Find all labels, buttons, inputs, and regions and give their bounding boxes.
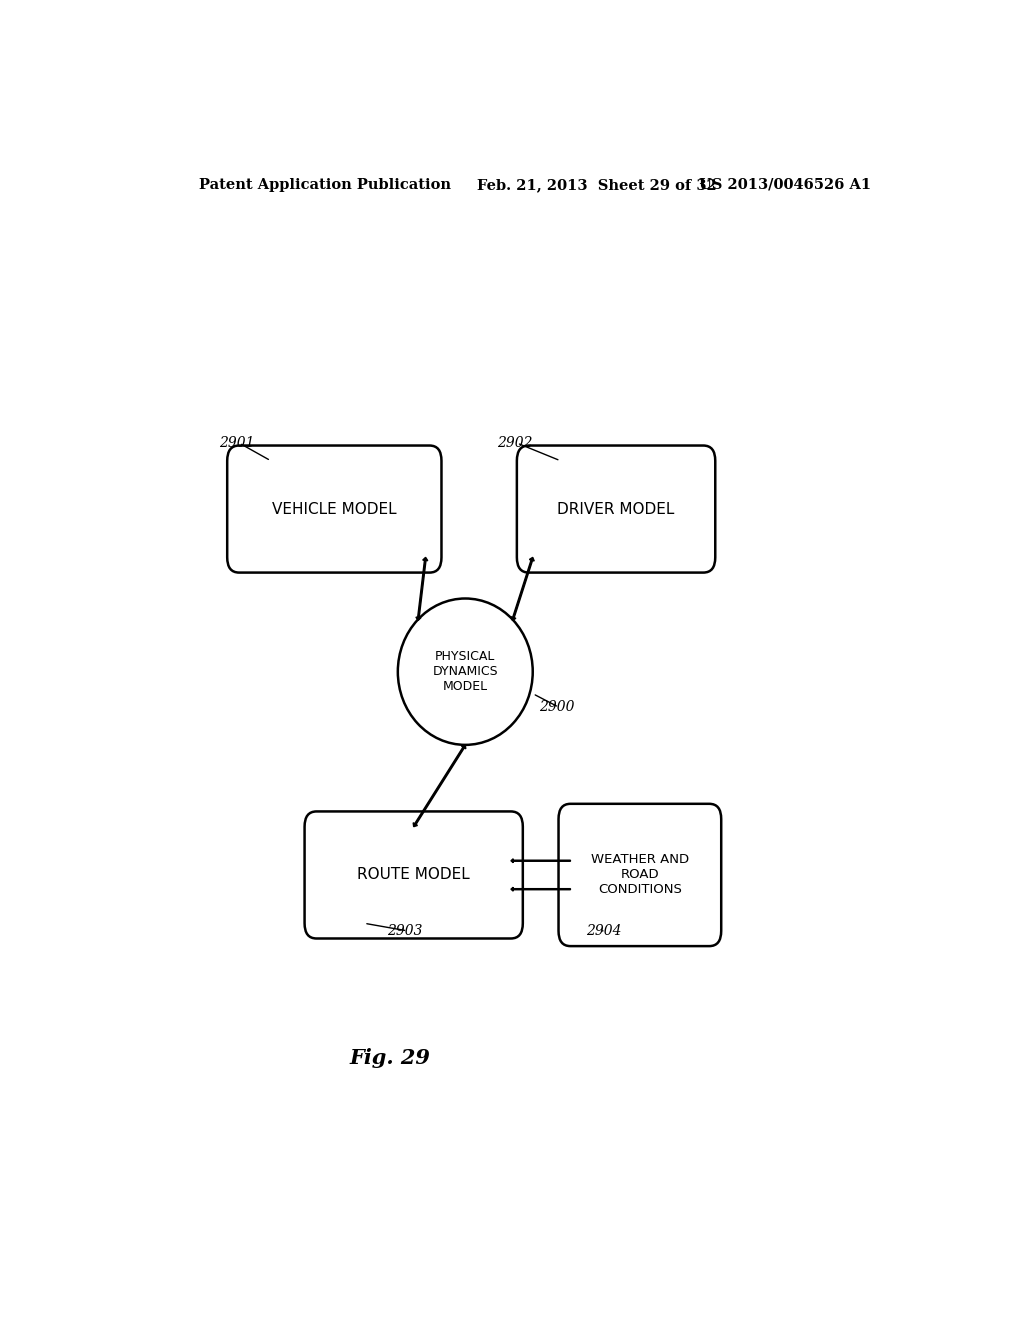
Text: DRIVER MODEL: DRIVER MODEL (557, 502, 675, 516)
Text: US 2013/0046526 A1: US 2013/0046526 A1 (699, 178, 871, 191)
Polygon shape (413, 744, 466, 826)
FancyBboxPatch shape (558, 804, 721, 946)
Text: Patent Application Publication: Patent Application Publication (200, 178, 452, 191)
Text: Feb. 21, 2013  Sheet 29 of 32: Feb. 21, 2013 Sheet 29 of 32 (477, 178, 717, 191)
FancyBboxPatch shape (517, 446, 715, 573)
Text: WEATHER AND
ROAD
CONDITIONS: WEATHER AND ROAD CONDITIONS (591, 854, 689, 896)
Polygon shape (511, 887, 570, 891)
FancyBboxPatch shape (304, 812, 523, 939)
Text: 2903: 2903 (387, 924, 423, 939)
Text: ROUTE MODEL: ROUTE MODEL (357, 867, 470, 883)
Text: Fig. 29: Fig. 29 (349, 1048, 430, 1068)
FancyBboxPatch shape (227, 446, 441, 573)
Text: VEHICLE MODEL: VEHICLE MODEL (272, 502, 396, 516)
Polygon shape (416, 557, 428, 620)
Text: 2901: 2901 (219, 436, 255, 450)
Text: 2900: 2900 (539, 700, 574, 714)
Polygon shape (511, 557, 535, 620)
Ellipse shape (397, 598, 532, 744)
Text: 2904: 2904 (586, 924, 622, 939)
Text: PHYSICAL
DYNAMICS
MODEL: PHYSICAL DYNAMICS MODEL (432, 651, 498, 693)
Text: 2902: 2902 (497, 436, 532, 450)
Polygon shape (511, 859, 570, 863)
